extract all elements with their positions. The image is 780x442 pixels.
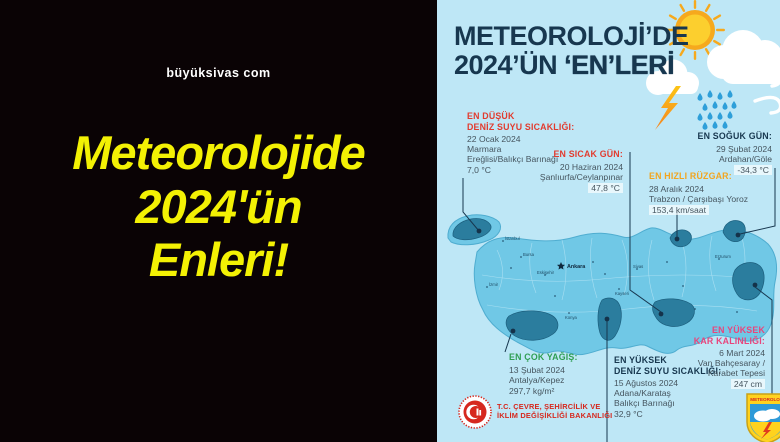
city-label: Erzurum <box>715 254 731 259</box>
big-cloud-icon <box>707 30 780 84</box>
article-headline: Meteorolojide 2024'ün Enleri! <box>72 126 366 287</box>
infographic-title-line1: METEOROLOJİ’DE <box>454 21 689 51</box>
city-label: İstanbul <box>505 236 520 241</box>
wind-icon <box>753 70 780 115</box>
callout-body: 6 Mart 2024 Van Bahçesaray / Karabet Tep… <box>697 348 765 379</box>
callout-value: -34,3 °C <box>734 164 772 175</box>
callout-value: 297,7 kg/m² <box>509 385 555 396</box>
callout-coldest-day: EN SOĞUK GÜN: 29 Şubat 2024 Ardahan/Göle… <box>662 131 772 175</box>
lightning-icon <box>655 86 681 130</box>
mgm-logo: METEOROLOJİ <box>746 393 780 442</box>
infographic-panel: İstanbul Bursa İzmir Eskişehir Konya Kay… <box>437 0 780 442</box>
callout-heading: EN SICAK GÜN: <box>553 149 623 159</box>
callout-value: 32,9 °C <box>614 409 643 420</box>
storm-cloud-icon <box>646 59 699 95</box>
capital-star-icon <box>557 262 565 270</box>
infographic-title-line2: 2024’ÜN ‘EN’LERİ <box>454 50 675 80</box>
city-label: Sivas <box>633 264 643 269</box>
infographic-title: METEOROLOJİ’DE 2024’ÜN ‘EN’LERİ <box>454 22 689 80</box>
city-label: Kayseri <box>615 291 629 296</box>
callout-highest-sea-temperature: EN YÜKSEK DENİZ SUYU SICAKLIĞI: 15 Ağust… <box>614 355 734 419</box>
callout-heading: EN YÜKSEK KAR KALINLIĞI: <box>693 325 765 346</box>
callout-body: 13 Şubat 2024 Antalya/Kepez <box>509 364 565 385</box>
mgm-label: METEOROLOJİ <box>750 396 780 402</box>
callout-heading: EN SOĞUK GÜN: <box>697 131 772 141</box>
city-label: Eskişehir <box>537 270 555 275</box>
city-labels: İstanbul Bursa İzmir Eskişehir Konya Kay… <box>489 236 731 320</box>
callout-most-precipitation: EN ÇOK YAĞIŞ: 13 Şubat 2024 Antalya/Kepe… <box>509 352 619 396</box>
callout-hottest-day: EN SICAK GÜN: 20 Haziran 2024 Şanlıurfa/… <box>503 149 623 193</box>
rain-icon <box>697 90 737 130</box>
province-trabzon <box>669 229 692 248</box>
callout-body: 28 Aralık 2024 Trabzon / Çarşıbaşı Yoroz <box>649 183 749 204</box>
callout-heading: EN DÜŞÜK DENİZ SUYU SICAKLIĞI: <box>467 111 575 132</box>
callout-lowest-sea-temperature: EN DÜŞÜK DENİZ SUYU SICAKLIĞI: 22 Ocak 2… <box>467 111 597 175</box>
map-shape: İstanbul Bursa İzmir Eskişehir Konya Kay… <box>447 214 777 356</box>
province-antalya <box>505 310 559 341</box>
callout-fastest-wind: EN HIZLI RÜZGAR: 28 Aralık 2024 Trabzon … <box>649 171 774 215</box>
callout-value: 7,0 °C <box>467 165 491 176</box>
site-watermark: büyüksivas com <box>166 66 271 80</box>
ministry-emblem-icon <box>458 395 492 429</box>
callout-body: 20 Haziran 2024 Şanlıurfa/Ceylanpınar <box>539 161 623 182</box>
callout-heading: EN ÇOK YAĞIŞ: <box>509 352 578 362</box>
location-dots <box>476 228 758 334</box>
city-label: İzmir <box>489 282 499 287</box>
province-sanliurfa <box>652 298 695 327</box>
sun-icon <box>665 0 725 60</box>
callout-body: 22 Ocak 2024 Marmara Ereğlisi/Balıkçı Ba… <box>467 134 559 165</box>
callout-highest-snow-depth: EN YÜKSEK KAR KALINLIĞI: 6 Mart 2024 Van… <box>650 325 765 390</box>
capital-marker: Ankara <box>557 262 586 270</box>
callout-value: 247 cm <box>730 379 765 390</box>
callout-heading: EN YÜKSEK DENİZ SUYU SICAKLIĞI: <box>614 355 722 376</box>
province-adana <box>597 297 622 341</box>
province-van <box>732 262 765 301</box>
left-title-panel: büyüksivas com Meteorolojide 2024'ün Enl… <box>0 0 437 442</box>
callout-value: 153,4 km/saat <box>649 204 709 215</box>
ministry-name: T.C. ÇEVRE, ŞEHİRCİLİK VE İKLİM DEĞİŞİKL… <box>497 402 613 420</box>
callout-body: 29 Şubat 2024 Ardahan/Göle <box>716 143 772 164</box>
turkey-map: İstanbul Bursa İzmir Eskişehir Konya Kay… <box>447 0 780 442</box>
city-label: Konya <box>565 315 578 320</box>
city-label: Bursa <box>523 252 535 257</box>
leader-lines <box>462 152 776 442</box>
city-markers <box>486 240 738 314</box>
capital-label: Ankara <box>567 264 586 270</box>
province-tekirdag <box>452 218 492 241</box>
callout-heading: EN HIZLI RÜZGAR: <box>649 171 732 181</box>
callout-value: 47,8 °C <box>588 182 623 193</box>
callout-body: 15 Ağustos 2024 Adana/Karataş Balıkçı Ba… <box>614 378 679 409</box>
